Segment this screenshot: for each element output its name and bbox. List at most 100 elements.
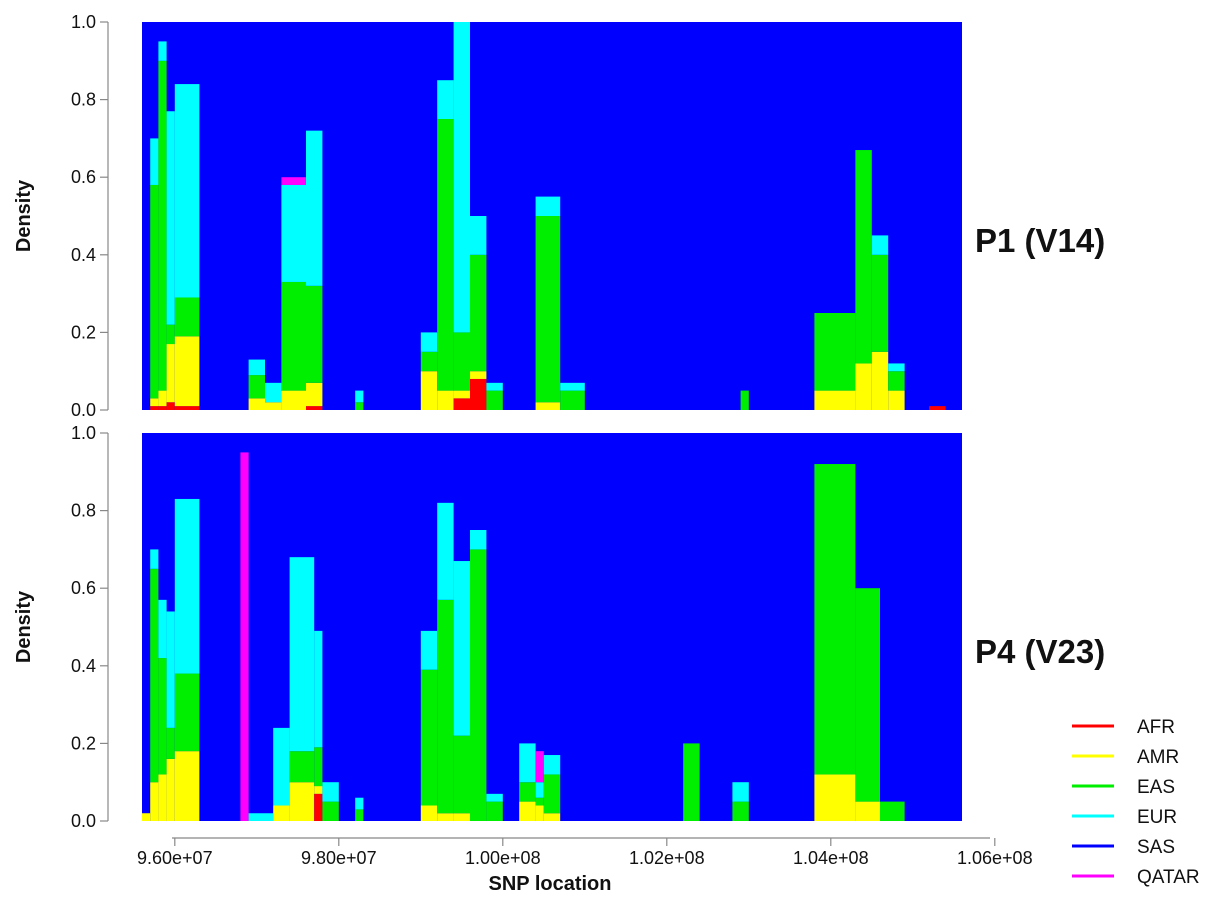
band-amr-seg30 — [855, 801, 880, 821]
band-eas-seg15 — [420, 669, 438, 806]
band-eur-seg11 — [355, 390, 364, 403]
y-tick-label: 0.4 — [71, 656, 96, 676]
x-tick-label: 1.02e+08 — [629, 848, 705, 868]
band-eas-seg16 — [470, 254, 487, 372]
band-eur-seg16 — [470, 216, 487, 255]
band-eur-seg4 — [174, 498, 200, 674]
y-axis-p4: 0.0 0.2 0.4 0.6 0.8 1.0 — [71, 423, 109, 831]
band-eas-seg15 — [453, 332, 470, 391]
band-amr-seg3 — [166, 758, 175, 821]
band-amr-seg3 — [166, 344, 175, 403]
legend-label-eas: EAS — [1137, 777, 1175, 798]
band-amr-seg8 — [281, 390, 306, 410]
band-eur-seg22 — [535, 782, 544, 798]
band-amr-seg15 — [453, 390, 470, 399]
band-eas-seg25 — [683, 743, 700, 821]
band-eur-seg4 — [174, 84, 200, 298]
band-eur-seg27 — [732, 782, 749, 802]
band-amr-seg24 — [814, 390, 856, 410]
band-afr-seg10 — [314, 793, 323, 821]
band-amr-seg9 — [289, 782, 315, 821]
band-afr-seg15 — [453, 398, 470, 410]
band-afr-seg16 — [470, 378, 487, 410]
band-eas-seg30 — [855, 588, 880, 802]
y-tick-label: 1.0 — [71, 423, 96, 443]
band-eas-seg2 — [158, 658, 167, 775]
band-amr-seg2 — [158, 774, 167, 821]
band-eur-seg9 — [289, 557, 315, 752]
band-amr-seg7 — [265, 402, 282, 410]
band-eur-seg7 — [265, 382, 282, 403]
y-tick-label: 0.2 — [71, 322, 96, 342]
band-amr-seg9 — [306, 382, 323, 407]
legend-label-qatar: QATAR — [1137, 867, 1200, 888]
band-eas-seg17 — [453, 735, 470, 814]
band-amr-seg29 — [814, 774, 856, 821]
y-tick-label: 0.0 — [71, 811, 96, 831]
y-tick-label: 0.6 — [71, 578, 96, 598]
band-eas-seg3 — [166, 324, 175, 345]
band-amr-seg26 — [871, 351, 889, 410]
band-qatar-seg6 — [240, 452, 249, 821]
band-eur-seg13 — [355, 797, 364, 810]
band-eas-seg9 — [289, 751, 315, 783]
band-eur-seg15 — [453, 22, 470, 333]
band-eur-seg6 — [248, 359, 265, 376]
band-afr-seg2 — [158, 406, 167, 410]
panel-label-p1: P1 (V14) — [975, 222, 1105, 259]
band-eas-seg14 — [437, 119, 454, 391]
band-eas-seg21 — [519, 782, 536, 802]
band-qatar-seg22 — [535, 751, 544, 783]
band-eur-seg10 — [314, 630, 323, 748]
band-eur-seg11 — [322, 782, 339, 802]
y-tick-label: 0.8 — [71, 501, 96, 521]
y-tick-label: 1.0 — [71, 12, 96, 32]
band-eas-seg13 — [420, 351, 438, 372]
band-amr-seg17 — [453, 813, 470, 821]
legend-label-afr: AFR — [1137, 717, 1175, 738]
band-eas-seg11 — [322, 801, 339, 821]
band-amr-seg1 — [150, 782, 159, 821]
band-amr-seg23 — [543, 813, 561, 821]
band-afr-seg9 — [306, 406, 323, 410]
band-amr-seg14 — [437, 390, 454, 410]
band-amr-seg4 — [174, 336, 200, 407]
band-eas-seg19 — [535, 216, 561, 403]
band-eas-seg17 — [486, 390, 503, 410]
band-eur-seg1 — [150, 138, 159, 185]
band-eur-seg17 — [453, 561, 470, 736]
band-eas-seg26 — [871, 254, 889, 352]
band-eas-seg3 — [166, 727, 175, 759]
band-eur-seg3 — [166, 111, 175, 325]
band-eur-seg2 — [158, 599, 167, 659]
band-eas-seg29 — [814, 464, 856, 775]
band-eas-seg4 — [174, 297, 200, 337]
band-amr-seg27 — [888, 390, 905, 410]
band-afr-seg3 — [166, 402, 175, 410]
x-tick-label: 1.00e+08 — [465, 848, 541, 868]
band-eas-seg20 — [560, 390, 585, 410]
y-tick-label: 0.2 — [71, 733, 96, 753]
band-eas-seg11 — [355, 402, 364, 410]
band-eur-seg19 — [486, 793, 503, 802]
band-eas-seg27 — [888, 371, 905, 391]
x-axis-title: SNP location — [489, 873, 612, 895]
band-amr-seg1 — [150, 398, 159, 407]
legend-label-eur: EUR — [1137, 807, 1177, 828]
band-eas-seg22 — [535, 797, 544, 806]
y-tick-label: 0.8 — [71, 90, 96, 110]
band-amr-seg22 — [535, 805, 544, 821]
x-tick-label: 9.80e+07 — [301, 848, 377, 868]
y-tick-label: 0.0 — [71, 400, 96, 420]
x-axis: 9.60e+07 9.80e+07 1.00e+08 1.02e+08 1.04e+08… — [137, 837, 1033, 868]
band-eur-seg7 — [248, 813, 274, 821]
band-amr-seg19 — [535, 402, 561, 410]
band-afr-seg4 — [174, 406, 200, 410]
band-eas-seg13 — [355, 809, 364, 821]
band-afr-seg29 — [929, 406, 946, 410]
band-eas-seg1 — [150, 568, 159, 783]
band-eur-seg27 — [888, 363, 905, 372]
band-eas-seg16 — [437, 599, 454, 814]
legend-label-sas: SAS — [1137, 837, 1175, 858]
